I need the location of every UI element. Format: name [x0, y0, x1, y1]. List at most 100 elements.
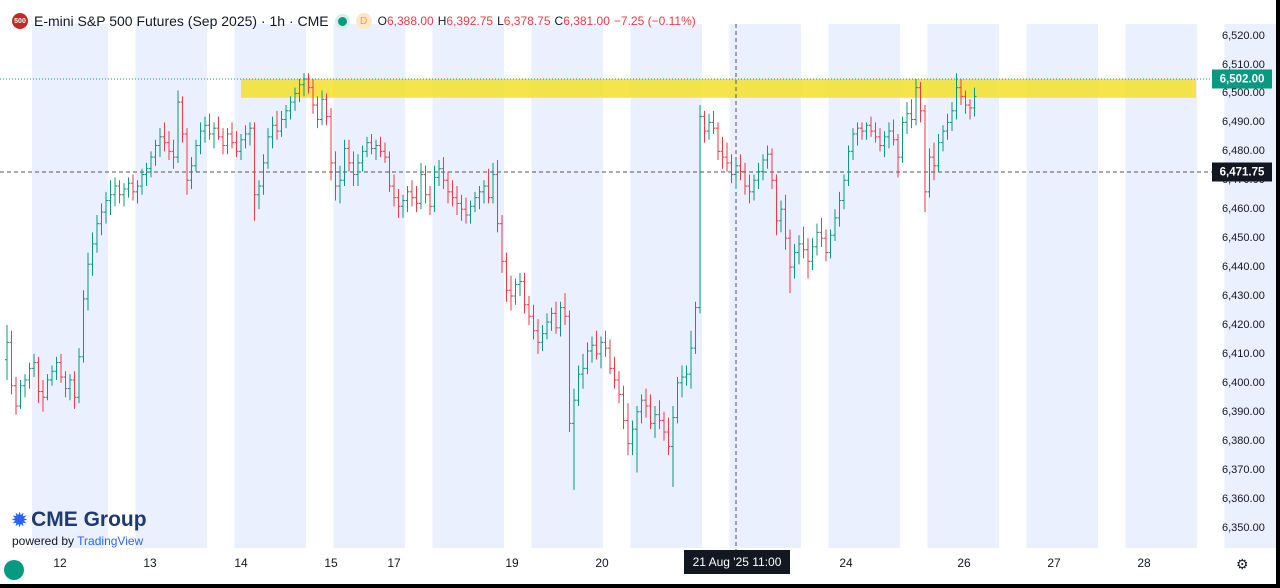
- session-band-9: [927, 24, 999, 548]
- y-tick-label: 6,440.00: [1222, 261, 1265, 274]
- watermark-powered: powered by: [12, 534, 75, 548]
- candle-133: [603, 330, 608, 357]
- candle-19: [90, 232, 95, 276]
- y-tick-label: 6,400.00: [1222, 376, 1265, 389]
- candle-47: [216, 116, 221, 140]
- candle-197: [891, 119, 896, 146]
- candle-7: [36, 356, 41, 404]
- candle-134: [608, 339, 612, 375]
- globe-icon[interactable]: [4, 560, 24, 580]
- candle-88: [401, 194, 405, 218]
- symbol-title[interactable]: E-mini S&P 500 Futures (Sep 2025) · 1h ·…: [34, 13, 329, 29]
- candle-74: [338, 165, 342, 204]
- candle-73: [333, 151, 338, 201]
- settings-gear-icon[interactable]: ⚙: [1236, 556, 1249, 572]
- candle-35: [162, 122, 167, 152]
- candle-10: [50, 365, 54, 386]
- session-band-6: [630, 24, 702, 548]
- candle-43: [198, 122, 203, 155]
- candle-154: [698, 105, 702, 314]
- candle-198: [896, 133, 900, 178]
- candle-168: [761, 154, 765, 181]
- candle-108: [491, 162, 495, 204]
- x-tick-label: 17: [387, 556, 401, 570]
- candle-179: [810, 238, 815, 270]
- session-band-11: [1125, 24, 1197, 548]
- candle-18: [86, 252, 90, 311]
- candle-164: [743, 162, 747, 195]
- candle-111: [504, 252, 509, 302]
- candle-2: [14, 377, 18, 415]
- candle-130: [590, 336, 594, 363]
- y-tick-label: 6,510.00: [1222, 58, 1265, 71]
- delayed-data-badge[interactable]: D: [355, 13, 372, 29]
- candle-200: [905, 102, 909, 134]
- candle-27: [126, 177, 131, 198]
- candle-79: [360, 145, 365, 172]
- candle-5: [27, 362, 32, 389]
- close-key: C: [554, 14, 564, 28]
- candle-137: [621, 385, 626, 430]
- candle-127: [576, 365, 581, 406]
- candle-0: [5, 324, 9, 380]
- session-band-8: [828, 24, 900, 548]
- candle-12: [59, 353, 63, 383]
- candle-208: [941, 125, 945, 152]
- candle-195: [882, 131, 887, 158]
- candle-149: [675, 377, 680, 424]
- candle-213: [963, 90, 968, 114]
- candle-69: [315, 96, 320, 129]
- candle-120: [545, 313, 549, 340]
- candle-26: [122, 183, 126, 207]
- candle-143: [648, 394, 653, 430]
- candle-119: [540, 324, 545, 352]
- x-tick-label: 27: [1047, 556, 1061, 570]
- close-value: 6,381.00: [563, 14, 610, 28]
- candle-61: [279, 110, 284, 137]
- candle-76: [347, 139, 351, 172]
- candle-167: [756, 162, 761, 189]
- candle-185: [837, 191, 842, 227]
- symbol-logo[interactable]: 500: [12, 13, 28, 29]
- candle-50: [230, 122, 234, 149]
- candle-153: [693, 301, 698, 354]
- candle-94: [428, 186, 432, 215]
- candle-40: [185, 128, 189, 195]
- candle-9: [45, 374, 50, 401]
- candle-146: [662, 411, 666, 441]
- candle-209: [945, 113, 950, 140]
- candle-183: [828, 229, 833, 259]
- candle-212: [959, 78, 963, 106]
- candle-178: [806, 238, 810, 279]
- candle-142: [644, 388, 648, 418]
- candle-16: [77, 348, 81, 404]
- x-tick-label: 26: [957, 556, 971, 570]
- candle-186: [842, 174, 846, 210]
- candle-175: [792, 243, 797, 279]
- y-tick-label: 6,460.00: [1222, 203, 1265, 216]
- candle-36: [167, 131, 171, 161]
- y-tick-label: 6,500.00: [1222, 87, 1265, 100]
- candle-92: [419, 162, 423, 210]
- candle-68: [311, 78, 315, 114]
- candle-123: [558, 301, 563, 337]
- candle-31: [144, 162, 149, 187]
- candle-117: [531, 304, 536, 340]
- candle-80: [365, 136, 369, 158]
- candle-140: [635, 405, 639, 473]
- candle-44: [203, 116, 207, 143]
- candle-201: [909, 99, 914, 129]
- candle-169: [765, 145, 770, 169]
- candle-129: [585, 342, 590, 375]
- candle-115: [522, 272, 527, 314]
- resistance-zone: [241, 78, 1196, 98]
- candle-173: [783, 194, 788, 250]
- candle-72: [329, 107, 333, 181]
- candle-71: [324, 93, 329, 126]
- candle-192: [869, 116, 873, 137]
- candle-25: [117, 180, 122, 204]
- candle-64: [293, 87, 297, 111]
- candle-66: [302, 73, 306, 97]
- candle-62: [284, 105, 288, 129]
